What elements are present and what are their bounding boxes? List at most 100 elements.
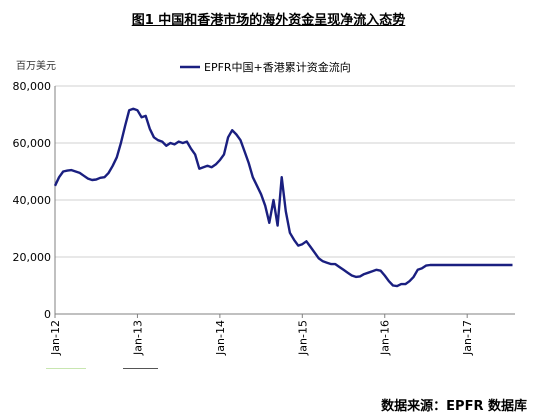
data-point xyxy=(454,264,456,266)
data-point xyxy=(478,264,480,266)
x-tick-label: Jan-15 xyxy=(296,320,309,356)
data-point xyxy=(149,128,151,130)
data-point xyxy=(198,167,200,169)
data-point xyxy=(169,142,171,144)
data-point xyxy=(474,264,476,266)
data-point xyxy=(495,264,497,266)
data-point xyxy=(466,264,468,266)
x-tick-label: Jan-12 xyxy=(49,320,62,356)
data-point xyxy=(186,140,188,142)
y-tick-label: 40,000 xyxy=(13,194,52,207)
data-point xyxy=(363,273,365,275)
legend-label: EPFR中国+香港累计资金流向 xyxy=(204,60,351,74)
axes xyxy=(54,86,515,318)
data-point xyxy=(124,125,126,127)
data-point xyxy=(437,264,439,266)
data-point xyxy=(62,170,64,172)
data-point xyxy=(408,280,410,282)
data-point xyxy=(210,166,212,168)
unit-label: 百万美元 xyxy=(16,61,56,72)
data-point xyxy=(445,264,447,266)
data-point xyxy=(54,185,56,187)
series-layer xyxy=(53,107,513,288)
data-point xyxy=(128,109,130,111)
series-line xyxy=(53,107,513,288)
data-point xyxy=(99,177,101,179)
data-point xyxy=(215,163,217,165)
data-point xyxy=(260,193,262,195)
data-point xyxy=(136,109,138,111)
data-point xyxy=(219,159,221,161)
data-point xyxy=(289,232,291,234)
data-point xyxy=(367,271,369,273)
decor-line-green xyxy=(46,368,86,369)
data-point xyxy=(318,257,320,259)
data-point xyxy=(153,136,155,138)
data-point xyxy=(248,162,250,164)
data-point xyxy=(297,244,299,246)
data-point xyxy=(103,176,105,178)
data-point xyxy=(429,264,431,266)
data-point xyxy=(301,243,303,245)
data-point xyxy=(74,170,76,172)
data-point xyxy=(470,264,472,266)
data-point xyxy=(140,116,142,118)
data-point xyxy=(511,264,513,266)
x-tick-label: Jan-13 xyxy=(131,320,144,356)
data-point xyxy=(272,199,274,201)
data-point xyxy=(112,165,114,167)
data-point xyxy=(404,283,406,285)
x-tick-label: Jan-16 xyxy=(379,320,392,356)
data-point xyxy=(425,264,427,266)
data-point xyxy=(400,283,402,285)
data-point xyxy=(190,148,192,150)
data-point xyxy=(182,142,184,144)
x-tick-label: Jan-17 xyxy=(461,320,474,356)
data-point xyxy=(392,284,394,286)
data-point xyxy=(351,274,353,276)
data-point xyxy=(305,240,307,242)
data-point xyxy=(412,276,414,278)
data-point xyxy=(157,139,159,141)
data-point xyxy=(132,108,134,110)
data-point xyxy=(177,140,179,142)
data-point xyxy=(91,179,93,181)
data-point xyxy=(173,143,175,145)
data-point xyxy=(293,239,295,241)
data-point xyxy=(458,264,460,266)
data-point xyxy=(375,269,377,271)
data-point xyxy=(441,264,443,266)
data-point xyxy=(107,172,109,174)
data-point xyxy=(371,270,373,272)
data-point xyxy=(206,165,208,167)
data-point xyxy=(499,264,501,266)
data-point xyxy=(227,136,229,138)
data-point xyxy=(388,280,390,282)
data-point xyxy=(346,271,348,273)
data-point xyxy=(313,252,315,254)
data-point xyxy=(491,264,493,266)
data-point xyxy=(264,205,266,207)
data-point xyxy=(87,177,89,179)
data-point xyxy=(202,166,204,168)
data-point xyxy=(285,210,287,212)
data-point xyxy=(66,169,68,171)
data-point xyxy=(79,172,81,174)
data-point xyxy=(144,115,146,117)
data-point xyxy=(355,276,357,278)
data-point xyxy=(396,285,398,287)
data-point xyxy=(322,260,324,262)
data-point xyxy=(384,274,386,276)
data-point xyxy=(326,262,328,264)
data-point xyxy=(276,224,278,226)
data-point xyxy=(433,264,435,266)
data-point xyxy=(281,176,283,178)
data-point xyxy=(417,269,419,271)
y-tick-label: 0 xyxy=(44,308,51,321)
data-point xyxy=(268,222,270,224)
data-point xyxy=(243,150,245,152)
data-point xyxy=(330,263,332,265)
data-point xyxy=(120,142,122,144)
data-point xyxy=(421,267,423,269)
